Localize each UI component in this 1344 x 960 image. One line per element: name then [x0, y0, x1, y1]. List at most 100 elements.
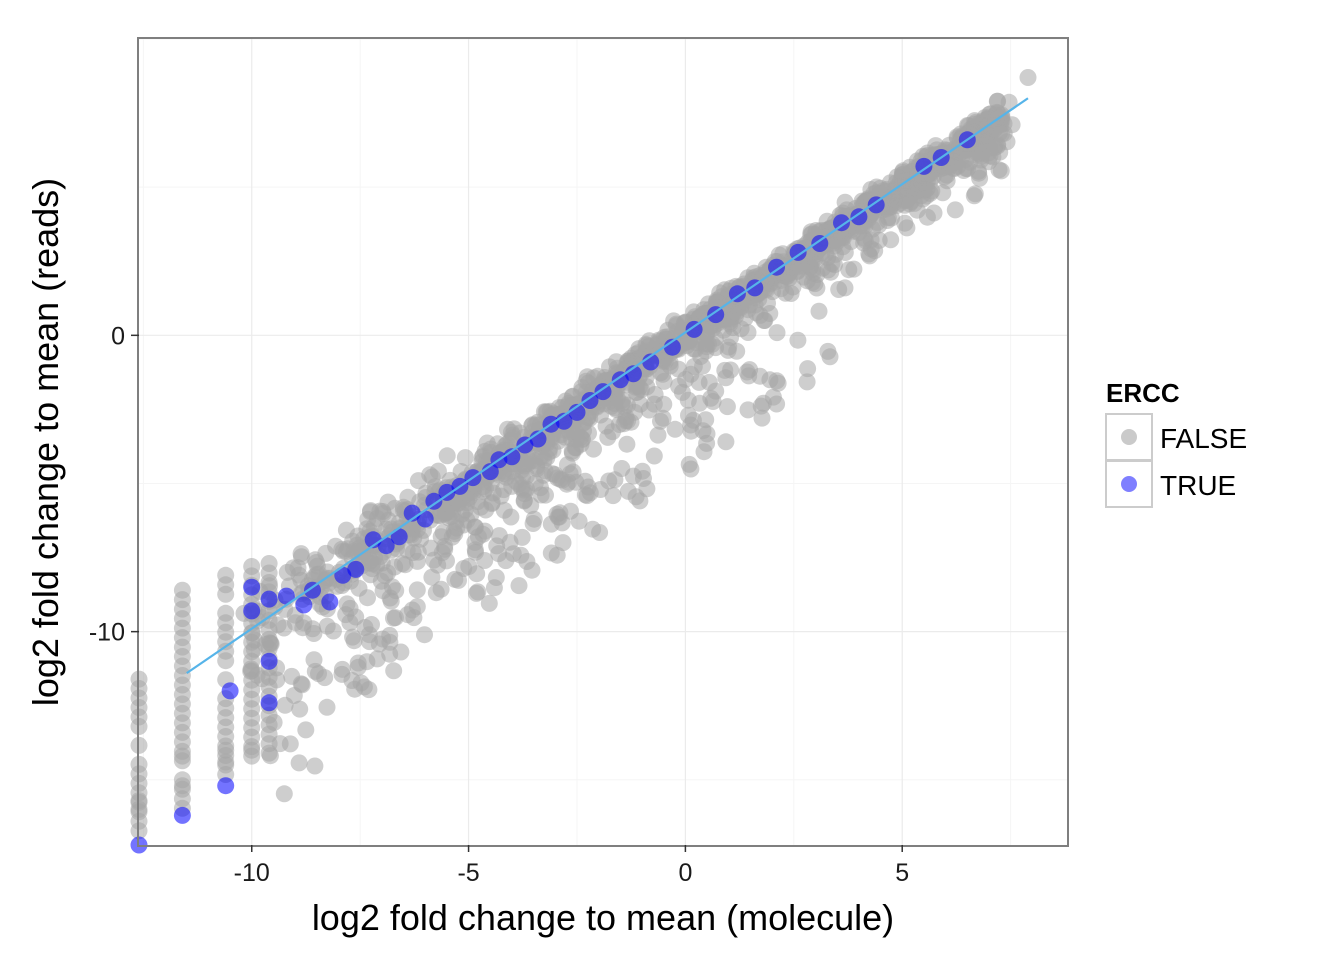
- point-true: [789, 243, 807, 261]
- point-false: [752, 397, 770, 415]
- point-true: [347, 560, 365, 578]
- point-false: [416, 626, 433, 644]
- legend-label-false: FALSE: [1160, 423, 1247, 454]
- point-false: [399, 488, 417, 506]
- point-false: [523, 561, 541, 579]
- point-false: [438, 447, 456, 465]
- point-false: [618, 435, 636, 453]
- point-false: [613, 460, 631, 477]
- point-true: [377, 537, 395, 555]
- point-false: [566, 439, 584, 456]
- point-false: [585, 369, 603, 387]
- point-true: [173, 806, 191, 824]
- point-false: [993, 125, 1010, 143]
- point-true: [707, 306, 725, 324]
- point-false: [989, 92, 1007, 110]
- point-false: [896, 214, 914, 232]
- point-false: [861, 247, 879, 265]
- point-false: [409, 543, 427, 561]
- point-false: [450, 571, 467, 589]
- point-true: [685, 320, 703, 338]
- fit-line: [186, 97, 1029, 675]
- point-false: [822, 263, 840, 281]
- point-false: [522, 497, 540, 514]
- point-false: [728, 342, 746, 360]
- point-true: [334, 566, 352, 584]
- point-true: [390, 528, 408, 546]
- panel-border: [137, 37, 1069, 847]
- point-false: [614, 391, 631, 409]
- point-false: [717, 433, 735, 451]
- point-false: [290, 754, 308, 772]
- point-false: [433, 544, 451, 562]
- point-true: [746, 279, 764, 297]
- point-false: [526, 474, 544, 492]
- legend-dot-true: [1121, 476, 1137, 492]
- point-true: [833, 214, 850, 232]
- point-false: [217, 741, 235, 759]
- point-false: [882, 231, 900, 249]
- point-false: [561, 465, 579, 483]
- point-false: [680, 455, 698, 473]
- point-false: [289, 559, 307, 577]
- point-false: [477, 501, 495, 519]
- point-false: [599, 428, 617, 446]
- point-false: [423, 568, 441, 586]
- point-false: [360, 681, 378, 699]
- legend: ERCC FALSE TRUE: [1105, 378, 1247, 508]
- point-false: [505, 420, 523, 438]
- point-false: [485, 579, 503, 597]
- point-false: [469, 528, 487, 546]
- point-false: [794, 257, 812, 275]
- point-false: [769, 374, 787, 392]
- point-false: [901, 195, 919, 213]
- point-false: [275, 619, 293, 637]
- point-false: [448, 519, 466, 537]
- point-false: [495, 501, 513, 519]
- point-true: [516, 436, 534, 454]
- point-false: [337, 606, 355, 624]
- point-false: [697, 338, 715, 356]
- point-false: [789, 331, 807, 349]
- point-false: [403, 601, 421, 619]
- point-false: [739, 401, 757, 419]
- point-false: [704, 319, 722, 337]
- point-false: [1019, 69, 1037, 86]
- point-true: [243, 602, 261, 620]
- point-false: [243, 741, 261, 759]
- point-false: [385, 609, 402, 627]
- x-tick-label: 0: [678, 859, 692, 887]
- x-axis-ticks: -10 -5 0 5: [234, 845, 909, 887]
- point-false: [585, 440, 602, 458]
- point-false: [291, 700, 309, 718]
- point-false: [501, 533, 519, 551]
- point-false: [740, 367, 758, 385]
- point-false: [576, 472, 594, 490]
- point-true: [850, 208, 868, 226]
- point-false: [297, 721, 315, 739]
- point-false: [381, 645, 399, 663]
- point-false: [358, 653, 376, 671]
- point-false: [768, 395, 786, 413]
- point-false: [631, 492, 649, 510]
- point-false: [915, 181, 933, 198]
- point-false: [492, 487, 510, 505]
- point-false: [345, 632, 363, 650]
- legend-dot-false: [1121, 429, 1137, 445]
- point-true: [243, 578, 261, 596]
- point-true: [217, 777, 235, 795]
- point-false: [652, 412, 669, 430]
- point-false: [684, 411, 702, 429]
- point-false: [318, 698, 336, 716]
- x-tick-label: -10: [234, 859, 270, 887]
- point-false: [385, 662, 403, 680]
- point-false: [695, 443, 713, 461]
- point-false: [799, 360, 817, 378]
- point-false: [604, 487, 622, 505]
- point-true: [321, 593, 339, 611]
- x-axis-title: log2 fold change to mean (molecule): [312, 897, 894, 938]
- point-false: [359, 589, 376, 607]
- point-true: [260, 590, 278, 608]
- point-true: [277, 587, 295, 605]
